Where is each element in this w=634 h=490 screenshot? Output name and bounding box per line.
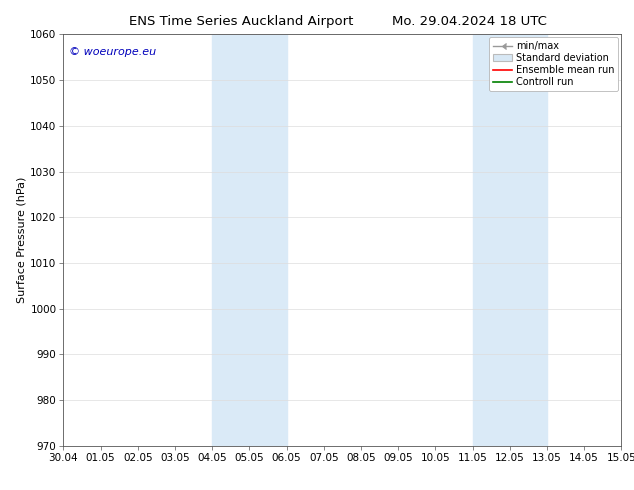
Text: Mo. 29.04.2024 18 UTC: Mo. 29.04.2024 18 UTC [392, 15, 547, 28]
Text: © woeurope.eu: © woeurope.eu [69, 47, 156, 57]
Legend: min/max, Standard deviation, Ensemble mean run, Controll run: min/max, Standard deviation, Ensemble me… [489, 37, 618, 91]
Bar [212, 34, 287, 446]
Y-axis label: Surface Pressure (hPa): Surface Pressure (hPa) [16, 177, 26, 303]
Bar [472, 34, 547, 446]
Text: ENS Time Series Auckland Airport: ENS Time Series Auckland Airport [129, 15, 353, 28]
